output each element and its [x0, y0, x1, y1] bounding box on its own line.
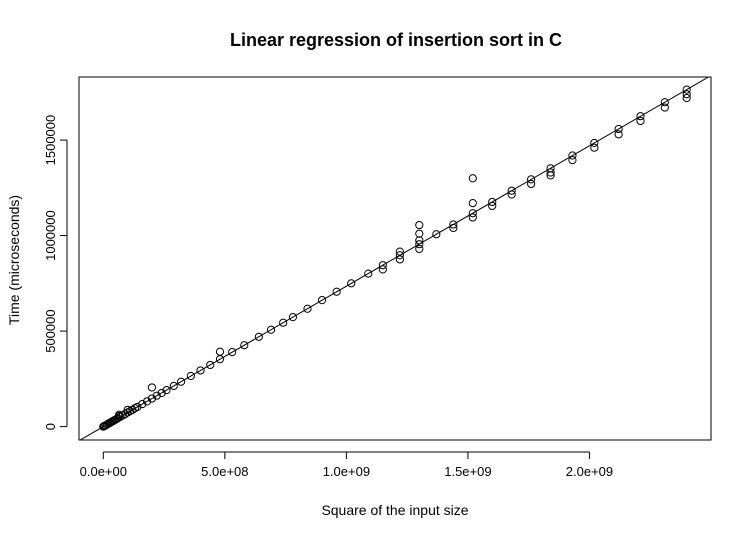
data-point: [152, 391, 161, 400]
data-point: [415, 240, 424, 249]
data-point: [614, 124, 623, 134]
data-point: [176, 377, 186, 386]
data-point: [449, 223, 458, 233]
data-point: [133, 402, 142, 412]
data-point: [157, 388, 166, 398]
data-point: [614, 130, 623, 139]
data-point: [395, 251, 404, 260]
data-point: [432, 230, 441, 239]
data-point: [142, 397, 152, 406]
data-point: [186, 371, 195, 381]
data-point: [128, 405, 137, 414]
data-point: [378, 261, 387, 270]
data-point: [415, 244, 424, 254]
data-point: [488, 201, 497, 211]
data-point: [468, 198, 477, 208]
data-point: [196, 366, 205, 375]
regression-line: [79, 77, 710, 440]
data-point: [116, 412, 125, 421]
y-tick-label: 0: [43, 423, 58, 430]
data-point: [415, 236, 424, 245]
data-point: [147, 383, 157, 392]
data-point: [660, 98, 669, 107]
data-point: [636, 116, 645, 126]
data-point: [682, 90, 691, 99]
data-point: [468, 174, 477, 183]
plot-area: [79, 77, 710, 440]
data-point: [590, 138, 599, 148]
x-tick-label: 0.0e+00: [80, 464, 127, 479]
data-point: [660, 103, 669, 112]
data-point: [288, 313, 298, 322]
data-point: [169, 381, 178, 391]
x-axis-label: Square of the input size: [321, 502, 468, 518]
data-point: [240, 341, 249, 350]
data-point: [449, 220, 458, 229]
data-point: [228, 348, 237, 357]
data-point: [138, 399, 147, 409]
data-point: [468, 209, 477, 218]
data-point: [121, 409, 130, 419]
x-tick-label: 1.0e+09: [323, 464, 370, 479]
data-point: [317, 296, 327, 305]
data-point: [279, 318, 288, 327]
data-point: [378, 265, 387, 274]
data-point: [162, 386, 171, 395]
x-tick-label: 1.5e+09: [444, 464, 491, 479]
plot-frame: [78, 76, 712, 441]
data-point: [347, 279, 356, 288]
data-point: [266, 325, 276, 334]
data-point: [395, 255, 404, 264]
data-point: [303, 304, 312, 313]
data-point: [468, 213, 477, 222]
data-point: [488, 197, 497, 207]
data-point: [415, 220, 424, 230]
data-point: [215, 347, 225, 356]
data-point: [507, 190, 516, 199]
x-axis: 0.0e+00 5.0e+08 1.0e+09 1.5e+09 2.0e+09: [80, 451, 613, 479]
data-point: [415, 229, 424, 238]
data-point: [507, 186, 516, 195]
data-point: [682, 85, 691, 94]
chart-title: Linear regression of insertion sort in C: [230, 30, 562, 50]
data-point: [546, 168, 555, 177]
data-point: [147, 394, 157, 403]
y-axis-label: Time (microseconds): [6, 195, 22, 325]
data-point: [682, 93, 691, 103]
data-point: [364, 269, 373, 278]
data-point: [636, 112, 645, 121]
x-tick-label: 5.0e+08: [201, 464, 248, 479]
data-point: [568, 151, 577, 160]
data-point: [332, 287, 341, 296]
data-point: [206, 360, 215, 370]
data-point: [115, 410, 124, 419]
data-point: [395, 247, 404, 256]
y-tick-label: 1000000: [43, 210, 58, 261]
data-point: [527, 179, 536, 189]
y-tick-label: 1500000: [43, 115, 58, 166]
data-point: [527, 175, 536, 184]
data-point: [590, 143, 599, 152]
y-axis: 0 500000 1000000 1500000: [43, 115, 68, 430]
data-point: [568, 156, 577, 165]
x-tick-label: 2.0e+09: [566, 464, 613, 479]
y-tick-label: 500000: [43, 309, 58, 352]
data-point: [546, 171, 555, 180]
data-point: [254, 332, 263, 341]
